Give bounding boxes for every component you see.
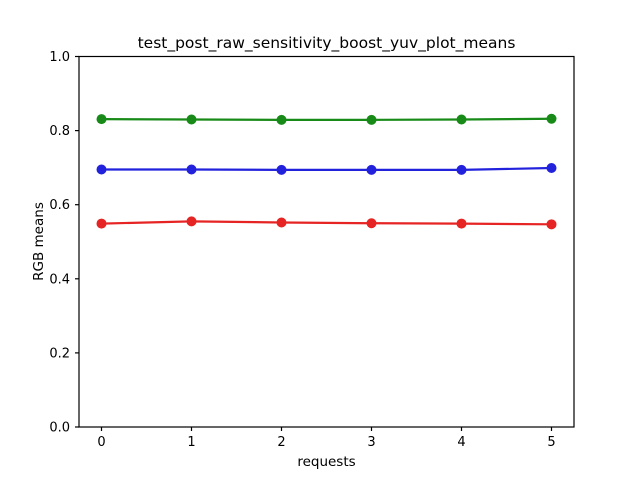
x-tick-label: 1 [187, 435, 195, 450]
data-point-red-mean [186, 216, 197, 227]
x-tick-label: 0 [97, 435, 105, 450]
data-point-blue-mean [186, 164, 197, 175]
plot-border [78, 55, 575, 428]
data-point-blue-mean [96, 164, 107, 175]
y-tick-label: 0.6 [49, 198, 70, 213]
data-point-red-mean [456, 218, 467, 229]
chart-line-green-mean [100, 117, 553, 121]
data-point-green-mean [96, 114, 107, 125]
data-point-green-mean [186, 114, 197, 125]
data-point-red-mean [276, 217, 287, 228]
y-tick-label: 1.0 [49, 50, 70, 65]
axis-ticks: 0 1 2 3 4 5 0.0 0.2 0.4 0.6 0.8 1.0 [49, 50, 555, 450]
data-point-red-mean [96, 218, 107, 229]
chart-title: test_post_raw_sensitivity_boost_yuv_plot… [138, 34, 516, 53]
data-series [96, 113, 557, 230]
y-tick-label: 0.8 [49, 124, 70, 139]
x-tick-label: 5 [547, 435, 555, 450]
data-point-green-mean [546, 113, 557, 124]
data-point-green-mean [456, 114, 467, 125]
data-point-blue-mean [546, 163, 557, 174]
chart-line-red-mean [100, 220, 553, 226]
data-point-red-mean [546, 219, 557, 230]
y-axis-label: RGB means [31, 202, 47, 281]
chart-line-blue-mean [100, 166, 553, 171]
data-point-green-mean [366, 114, 377, 125]
x-tick-label: 4 [457, 435, 465, 450]
data-point-green-mean [276, 114, 287, 125]
y-tick-label: 0.0 [49, 421, 70, 436]
x-axis-label: requests [297, 454, 355, 470]
data-point-blue-mean [366, 164, 377, 175]
data-point-red-mean [366, 218, 377, 229]
y-tick-label: 0.4 [49, 272, 70, 287]
y-tick-label: 0.2 [49, 346, 70, 361]
data-point-blue-mean [456, 164, 467, 175]
x-tick-label: 2 [277, 435, 285, 450]
x-tick-label: 3 [367, 435, 375, 450]
data-point-blue-mean [276, 164, 287, 175]
